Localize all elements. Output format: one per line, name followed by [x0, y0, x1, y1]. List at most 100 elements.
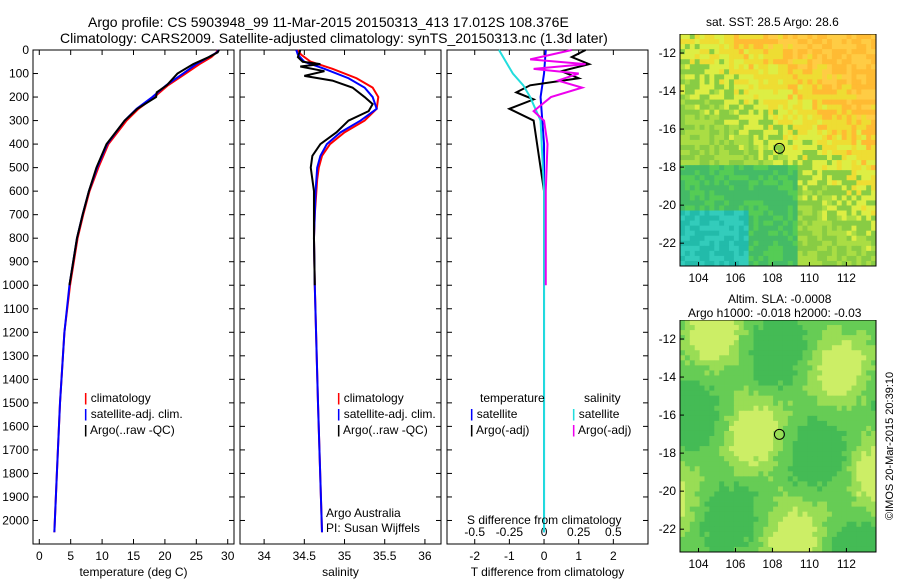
map-cell: [694, 491, 700, 497]
map-cell: [792, 139, 798, 146]
map-cell: [743, 165, 749, 171]
map-cell: [743, 245, 749, 252]
map-cell: [827, 436, 833, 442]
map-cell: [689, 245, 696, 252]
map-cell: [684, 526, 691, 533]
map-cell: [768, 220, 774, 227]
map-cell: [763, 526, 769, 533]
map-cell: [709, 34, 715, 40]
map-cell: [871, 54, 877, 60]
map-cell: [738, 380, 745, 386]
map-cell: [856, 235, 862, 242]
map-cell: [773, 430, 779, 437]
map-cell: [699, 185, 705, 191]
map-cell: [831, 54, 838, 60]
map-cell: [684, 49, 691, 55]
map-cell: [787, 64, 794, 70]
map-cell: [743, 425, 749, 432]
map-cell: [851, 190, 857, 196]
map-cell: [773, 54, 779, 60]
map-cell: [758, 360, 764, 366]
map-cell: [831, 476, 838, 482]
map-cell: [787, 370, 794, 376]
map-cell: [704, 39, 710, 45]
map-cell: [714, 250, 720, 257]
map-cell: [719, 436, 725, 442]
map-cell: [856, 330, 862, 336]
map-cell: [709, 405, 715, 412]
map-cell: [724, 436, 730, 442]
map-cell: [851, 220, 857, 227]
map-cell: [782, 134, 789, 141]
map-cell: [778, 240, 784, 247]
map-cell: [758, 405, 764, 412]
map-cell: [841, 531, 847, 538]
map-cell: [812, 94, 818, 100]
map-cell: [827, 375, 833, 381]
legend-argo: Argo(..raw -QC): [343, 423, 428, 437]
map-cell: [778, 335, 784, 341]
map-cell: [773, 546, 779, 553]
map-cell: [733, 501, 740, 508]
map-cell: [782, 34, 789, 40]
map-cell: [797, 370, 803, 376]
map-cell: [724, 516, 730, 523]
map-cell: [827, 165, 833, 171]
map-cell: [689, 370, 696, 376]
map-cell: [856, 94, 862, 100]
map-cell: [704, 64, 710, 70]
map-cell: [782, 395, 789, 402]
map-cell: [699, 395, 705, 402]
map-cell: [856, 215, 862, 222]
map-cell: [753, 190, 759, 196]
map-cell: [733, 44, 740, 50]
map-cell: [778, 330, 784, 336]
map-cell: [680, 486, 686, 492]
map-cell: [778, 516, 784, 523]
x-tick-label: 5: [67, 549, 74, 563]
map-cell: [861, 134, 867, 141]
plot-frame: [239, 49, 442, 545]
map-cell: [748, 516, 754, 523]
map-cell: [797, 496, 803, 502]
map-cell: [817, 150, 823, 156]
map-cell: [782, 360, 789, 366]
map-cell: [773, 320, 779, 326]
map-cell: [851, 170, 857, 176]
map-cell: [856, 400, 862, 407]
map-cell: [704, 175, 710, 181]
map-cell: [680, 235, 686, 242]
map-cell: [831, 320, 838, 326]
map-cell: [748, 410, 754, 417]
map-cell: [807, 225, 813, 232]
map-cell: [812, 526, 818, 533]
legend-climatology: climatology: [343, 391, 404, 405]
map-cell: [861, 114, 867, 121]
map-cell: [753, 150, 759, 156]
map-cell: [758, 210, 764, 216]
map-cell: [827, 446, 833, 452]
map-cell: [841, 481, 847, 487]
map-cell: [807, 240, 813, 247]
map-cell: [743, 255, 749, 262]
map-cell: [822, 360, 828, 366]
map-cell: [733, 54, 740, 60]
map-cell: [871, 526, 877, 533]
map-cell: [787, 134, 794, 141]
map-cell: [733, 380, 740, 386]
map-cell: [758, 185, 764, 191]
map-cell: [699, 165, 705, 171]
map-cell: [812, 325, 818, 331]
map-cell: [719, 260, 725, 267]
map-cell: [763, 124, 769, 131]
map-cell: [753, 235, 759, 242]
map-cell: [773, 200, 779, 206]
map-cell: [831, 245, 838, 252]
map-cell: [758, 325, 764, 331]
map-cell: [680, 461, 686, 467]
y-tick-label: 1100: [3, 302, 29, 316]
map-cell: [802, 139, 808, 146]
map-cell: [827, 220, 833, 227]
map-cell: [709, 39, 715, 45]
map-cell: [763, 119, 769, 126]
